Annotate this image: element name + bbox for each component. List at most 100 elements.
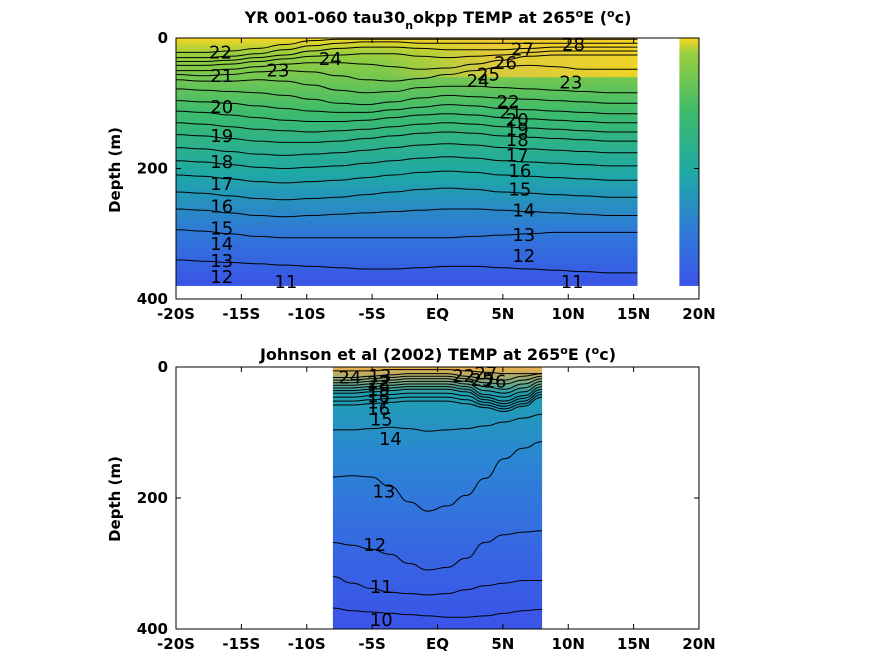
upper-isotherm-12: [175, 208, 638, 218]
upper-title-degree: o: [576, 7, 584, 20]
x-tick-label: 5N: [491, 635, 514, 653]
upper-y-axis-label: Depth (m): [106, 127, 124, 213]
y-tick-label: 0: [158, 29, 168, 47]
upper-isotherm-label: 12: [210, 267, 233, 288]
upper-isotherm-label: 21: [499, 102, 522, 123]
upper-isotherms: [175, 38, 638, 274]
x-tick-label: EQ: [426, 305, 449, 323]
lower-title-unit-close: c): [599, 345, 616, 364]
lower-isotherm-22: [332, 378, 543, 390]
lower-isotherm-12: [332, 530, 543, 571]
upper-isotherm-label: 18: [210, 152, 233, 173]
x-tick-label: -15S: [222, 305, 260, 323]
x-tick-label: 20N: [682, 635, 715, 653]
upper-isotherm-23: [175, 64, 638, 82]
lower-isotherm-14: [332, 413, 543, 432]
lower-title-unit-degree: o: [592, 344, 600, 357]
x-tick-label: 15N: [617, 305, 650, 323]
upper-title-unit-close: c): [615, 8, 632, 27]
y-tick-label: 400: [137, 620, 168, 638]
upper-isotherm-10: [175, 259, 638, 274]
upper-isotherm-11: [175, 229, 638, 239]
lower-isotherm-label: 13: [369, 366, 392, 387]
upper-x-axis: -20S -15S -10S -5S EQ 5N 10N 15N 20N: [157, 38, 716, 323]
lower-isotherm-label: 22: [452, 366, 475, 387]
lower-isotherm-label: 17: [367, 392, 390, 413]
lower-isotherm-label: 18: [367, 386, 390, 407]
lower-temperature-fill: [332, 367, 543, 629]
x-tick-label: -15S: [222, 635, 260, 653]
x-tick-label: -5S: [358, 305, 385, 323]
upper-title-subscript: n: [405, 19, 413, 32]
x-tick-label: -20S: [157, 635, 195, 653]
lower-isotherm-20: [332, 383, 543, 398]
upper-isotherm-16: [175, 143, 638, 156]
upper-isotherm-label: 16: [508, 161, 531, 182]
upper-right-strip: [679, 38, 699, 286]
lower-isotherm-16: [332, 394, 543, 410]
upper-isotherm-18: [175, 122, 638, 133]
upper-y-axis: 0 200 400: [137, 29, 699, 308]
upper-isotherm-label: 15: [508, 179, 531, 200]
upper-isotherm-14: [175, 170, 638, 184]
upper-isotherm-26: [175, 46, 638, 63]
x-tick-label: -5S: [358, 635, 385, 653]
upper-isotherm-label: 11: [561, 272, 584, 293]
lower-y-axis: 0 200 400: [137, 358, 699, 638]
upper-isotherm-label: 13: [512, 225, 535, 246]
lower-isotherm-13: [332, 441, 543, 512]
lower-title-degree: o: [560, 344, 568, 357]
x-tick-label: 15N: [617, 635, 650, 653]
lower-isotherm-17: [332, 391, 543, 407]
lower-isotherms: [332, 369, 543, 618]
upper-isotherm-label: 12: [512, 246, 535, 267]
upper-isotherm-label: 21: [210, 66, 233, 87]
lower-data-region: [332, 367, 543, 629]
lower-isotherm-23: [332, 375, 543, 385]
upper-isotherm-label: 26: [494, 53, 517, 74]
upper-isotherm-label: 13: [210, 251, 233, 272]
upper-isotherm-label: 22: [497, 92, 520, 113]
upper-title-main: YR 001-060 tau30: [244, 8, 406, 27]
lower-isotherm-label: 12: [363, 535, 386, 556]
upper-isotherm-15: [175, 156, 638, 170]
upper-isotherm-label: 20: [210, 97, 233, 118]
lower-isotherm-label: 13: [372, 481, 395, 502]
upper-isotherm-20: [175, 100, 638, 115]
y-tick-label: 0: [158, 358, 168, 376]
x-tick-label: 10N: [552, 305, 585, 323]
lower-contour-panel: Johnson et al (2002) TEMP at 265oE (oc) …: [106, 344, 716, 653]
lower-isotherm-label: 14: [379, 429, 402, 450]
upper-isotherm-label: 15: [210, 219, 233, 240]
x-tick-label: -20S: [157, 305, 195, 323]
upper-isotherm-27: [176, 41, 638, 59]
y-tick-label: 400: [137, 290, 168, 308]
upper-isotherm-label: 23: [559, 72, 582, 93]
lower-y-axis-label: Depth (m): [106, 456, 124, 542]
upper-isotherm-label: 17: [506, 145, 529, 166]
y-tick-label: 200: [137, 489, 168, 507]
lower-isotherm-10: [332, 607, 543, 618]
upper-isotherm-label: 19: [210, 126, 233, 147]
lower-isotherm-19: [332, 386, 543, 402]
lower-isotherm-label: 25: [471, 370, 494, 391]
lower-isotherm-label: 27: [474, 364, 497, 385]
upper-isotherm-label: 25: [477, 65, 500, 86]
upper-isotherm-24: [176, 54, 638, 72]
x-tick-label: 5N: [491, 305, 514, 323]
lower-chart-title: Johnson et al (2002) TEMP at 265oE (oc): [259, 344, 616, 364]
lower-isotherm-24: [332, 373, 543, 381]
upper-isotherm-28: [176, 38, 638, 53]
lower-isotherm-label: 10: [370, 610, 393, 631]
upper-isotherm-label: 20: [506, 110, 529, 131]
lower-title-main: Johnson et al (2002) TEMP at 265: [259, 345, 560, 364]
upper-isotherm-label: 24: [319, 49, 342, 70]
lower-isotherm-15: [332, 396, 543, 413]
upper-isotherm-22: [175, 79, 638, 94]
lower-isotherm-label: 11: [370, 577, 393, 598]
lower-isotherm-11: [332, 576, 543, 596]
upper-isotherm-label: 16: [210, 196, 233, 217]
